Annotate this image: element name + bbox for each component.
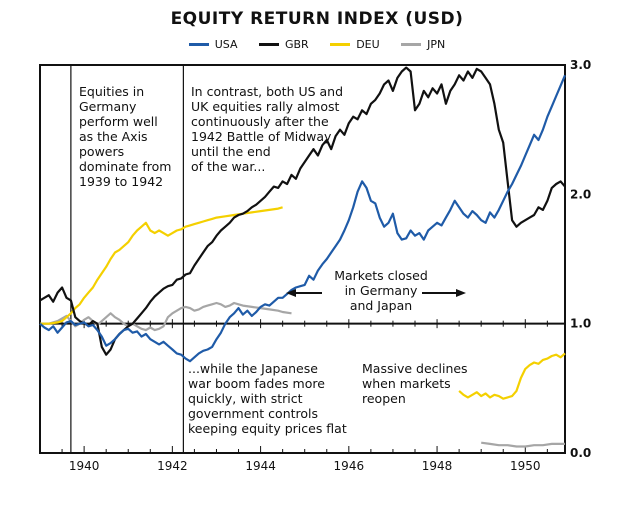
closure-label-bg bbox=[322, 283, 422, 305]
annotation-line: ...while the Japanese bbox=[188, 361, 318, 376]
legend-label-jpn: JPN bbox=[427, 38, 446, 51]
legend-label-deu: DEU bbox=[356, 38, 380, 51]
annotation-contrast: In contrast, both US and UK equities rall… bbox=[191, 84, 391, 174]
legend-swatch-usa bbox=[188, 43, 209, 46]
legend-item-jpn: JPN bbox=[401, 38, 445, 51]
series-line-gbr bbox=[39, 66, 566, 356]
legend-item-deu: DEU bbox=[330, 38, 380, 51]
legend-item-gbr: GBR bbox=[258, 38, 309, 51]
annotation-line: reopen bbox=[362, 391, 406, 406]
annotation-line: 1939 to 1942 bbox=[79, 174, 164, 189]
annotation-line: government controls bbox=[188, 406, 319, 421]
annotation-line: dominate from bbox=[79, 159, 172, 174]
series-line-deu-reopen bbox=[458, 352, 566, 400]
closure-arrow-right-head bbox=[456, 289, 466, 297]
annotation-line: as the Axis bbox=[79, 129, 148, 144]
y-tick-label-0.0: 0.0 bbox=[570, 446, 591, 460]
series-line-jpn bbox=[40, 301, 292, 332]
plot-frame bbox=[39, 64, 566, 454]
annotation-line: In contrast, both US and bbox=[191, 84, 344, 99]
annotation-line: in Germany bbox=[344, 283, 418, 298]
annotation-germany: Equities in Germany perform well as the Axi… bbox=[79, 84, 189, 189]
x-tick-label-1942: 1942 bbox=[157, 459, 188, 473]
series-line-jpn-reopen bbox=[481, 441, 565, 448]
annotation-line: Massive declines bbox=[362, 361, 468, 376]
closure-arrow-left-head bbox=[286, 289, 296, 297]
annotation-line: keeping equity prices flat bbox=[188, 421, 347, 436]
legend: USA GBR DEU JPN bbox=[0, 36, 634, 51]
annotation-line: 1942 Battle of Midway bbox=[191, 129, 332, 144]
annotation-line: until the end bbox=[191, 144, 271, 159]
x-tick-label-1950: 1950 bbox=[510, 459, 541, 473]
annotation-line: and Japan bbox=[349, 298, 413, 313]
annotation-line: UK equities rally almost bbox=[191, 99, 340, 114]
annotation-line: Germany bbox=[79, 99, 137, 114]
x-tick-label-1948: 1948 bbox=[422, 459, 453, 473]
y-tick-label-3.0: 3.0 bbox=[570, 58, 591, 72]
legend-label-usa: USA bbox=[214, 38, 238, 51]
annotation-line: perform well bbox=[79, 114, 158, 129]
x-tick-label-1946: 1946 bbox=[334, 459, 365, 473]
chart-title: EQUITY RETURN INDEX (USD) bbox=[170, 9, 464, 29]
series-line-usa bbox=[39, 74, 567, 363]
legend-swatch-jpn bbox=[401, 43, 422, 46]
annotation-line: continuously after the bbox=[191, 114, 329, 129]
annotation-line: Equities in bbox=[79, 84, 145, 99]
legend-label-gbr: GBR bbox=[284, 38, 309, 51]
legend-swatch-gbr bbox=[258, 43, 279, 46]
x-tick-label-1944: 1944 bbox=[245, 459, 276, 473]
y-tick-label-1.0: 1.0 bbox=[570, 317, 591, 331]
annotation-japan: ...while the Japanese war boom fades more… bbox=[188, 361, 388, 436]
annotation-closed: Markets closed in Germany and Japan bbox=[316, 268, 446, 313]
legend-swatch-deu bbox=[330, 43, 351, 46]
annotation-line: quickly, with strict bbox=[188, 391, 303, 406]
y-tick-label-2.0: 2.0 bbox=[570, 187, 591, 201]
x-tick-label-1940: 1940 bbox=[69, 459, 100, 473]
annotation-line: of the war... bbox=[191, 159, 266, 174]
annotation-line: war boom fades more bbox=[188, 376, 325, 391]
series-line-deu bbox=[40, 206, 283, 325]
legend-item-usa: USA bbox=[188, 38, 238, 51]
annotation-line: powers bbox=[79, 144, 125, 159]
annotation-line: Markets closed bbox=[334, 268, 428, 283]
annotation-line: when markets bbox=[362, 376, 451, 391]
annotation-declines: Massive declines when markets reopen bbox=[362, 361, 482, 406]
